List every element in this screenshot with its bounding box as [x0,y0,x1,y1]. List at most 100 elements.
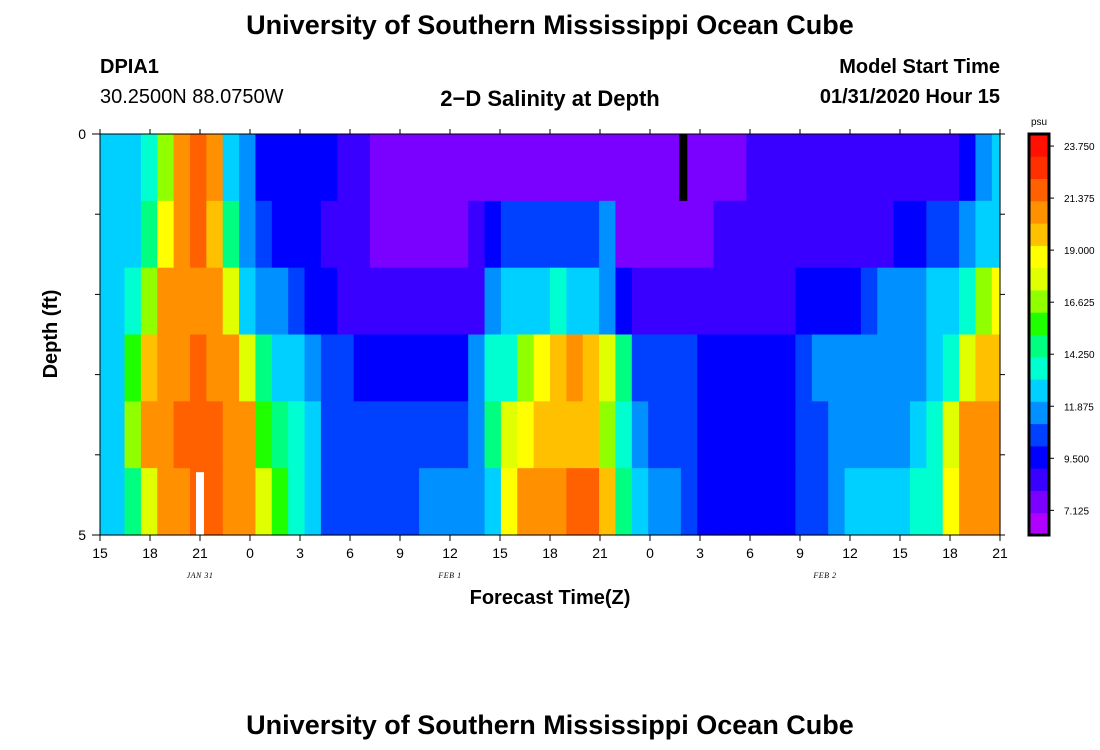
heatmap-cell [795,401,813,469]
heatmap-cell [370,468,387,536]
heatmap-cell [926,267,944,336]
heatmap-cell [795,134,813,202]
heatmap-cell [353,468,371,536]
heatmap-cell [484,334,502,402]
heatmap-cell [320,401,338,469]
heatmap-cell [762,267,780,336]
heatmap-cell [190,267,207,336]
y-tick-label: 5 [78,527,86,543]
heatmap-cell [370,134,387,202]
x-tick-label: 21 [592,545,608,561]
colorbar-swatch [1029,223,1049,246]
heatmap-cell [860,134,878,202]
x-axis-label: Forecast Time(Z) [470,587,631,609]
heatmap-cell [108,468,126,536]
heatmap-cell [468,200,486,269]
x-tick-label: 9 [796,545,804,561]
heatmap-cell [582,267,600,336]
heatmap-cell [157,401,175,469]
heatmap-cell [730,468,747,536]
heatmap-cell [370,334,387,402]
x-tick-label: 9 [396,545,404,561]
x-tick-label: 21 [992,545,1008,561]
heatmap-cell [811,468,829,536]
heatmap-cell [860,401,878,469]
heatmap-cell [173,401,191,469]
heatmap-cell [288,401,306,469]
heatmap-cell [959,134,977,202]
heatmap-cell [975,334,993,402]
x-tick-label: 3 [696,545,704,561]
heatmap-cell [100,200,109,269]
heatmap-cell [697,401,715,469]
heatmap-cell [680,334,698,402]
heatmap-cell [304,200,322,269]
heatmap-cell [386,200,404,269]
heatmap-cell [779,134,797,202]
heatmap-cell [762,401,780,469]
y-tick-label: 0 [78,126,86,142]
colorbar-swatch [1029,468,1049,491]
heatmap-cell [648,200,666,269]
heatmap-cell [239,200,257,269]
heatmap-cell [648,401,666,469]
colorbar-swatch [1029,445,1049,469]
heatmap-cell [844,200,862,269]
heatmap-cell [877,334,895,402]
x-tick-label: 12 [442,545,458,561]
heatmap-cell [566,267,584,336]
heatmap-cell [926,200,944,269]
heatmap-cell [566,468,584,536]
heatmap-cell [746,134,764,202]
x-tick-label: 3 [296,545,304,561]
colorbar-swatch [1029,200,1049,224]
heatmap-cell [419,267,437,336]
colorbar-tick-label: 11.875 [1064,402,1094,413]
heatmap-cell [255,200,273,269]
heatmap-cell [402,134,420,202]
heatmap-cell [664,267,682,336]
heatmap-cell [779,267,797,336]
heatmap-cell [206,401,224,469]
heatmap-cell [680,401,698,469]
heatmap-cell [533,401,551,469]
heatmap-cell [582,200,600,269]
heatmap-cell [697,468,715,536]
heatmap-cell [304,468,322,536]
heatmap-cell [288,334,306,402]
heatmap-cell [631,468,649,536]
heatmap-cell [893,134,911,202]
heatmap-cell [419,134,437,202]
heatmap-cell [713,267,731,336]
heatmap-cell [828,200,846,269]
heatmap-cell [648,334,666,402]
heatmap-cell [320,200,338,269]
heatmap-cell [435,200,453,269]
heatmap-cell [893,468,911,536]
heatmap-cell [533,468,551,536]
heatmap-cell [173,200,191,269]
colorbar-swatch [1029,289,1049,313]
heatmap-cell [173,267,191,336]
heatmap-cell [730,334,747,402]
heatmap-cell [108,267,126,336]
heatmap-cell [991,468,1001,536]
heatmap-cell [353,401,371,469]
heatmap-cell [991,200,1001,269]
heatmap-cell [910,267,927,336]
heatmap-cell [419,200,437,269]
x-tick-label: 15 [92,545,108,561]
heatmap-cell [566,401,584,469]
heatmap-cell [746,200,764,269]
x-tick-label: 18 [942,545,958,561]
heatmap-cell [730,134,747,202]
heatmap-cell [108,134,126,202]
heatmap-cell [386,334,404,402]
heatmap-cell [713,200,731,269]
heatmap-cell [795,267,813,336]
heatmap-cell [206,134,224,202]
heatmap-cell [926,401,944,469]
heatmap-cell [386,401,404,469]
heatmap-cell [435,334,453,402]
